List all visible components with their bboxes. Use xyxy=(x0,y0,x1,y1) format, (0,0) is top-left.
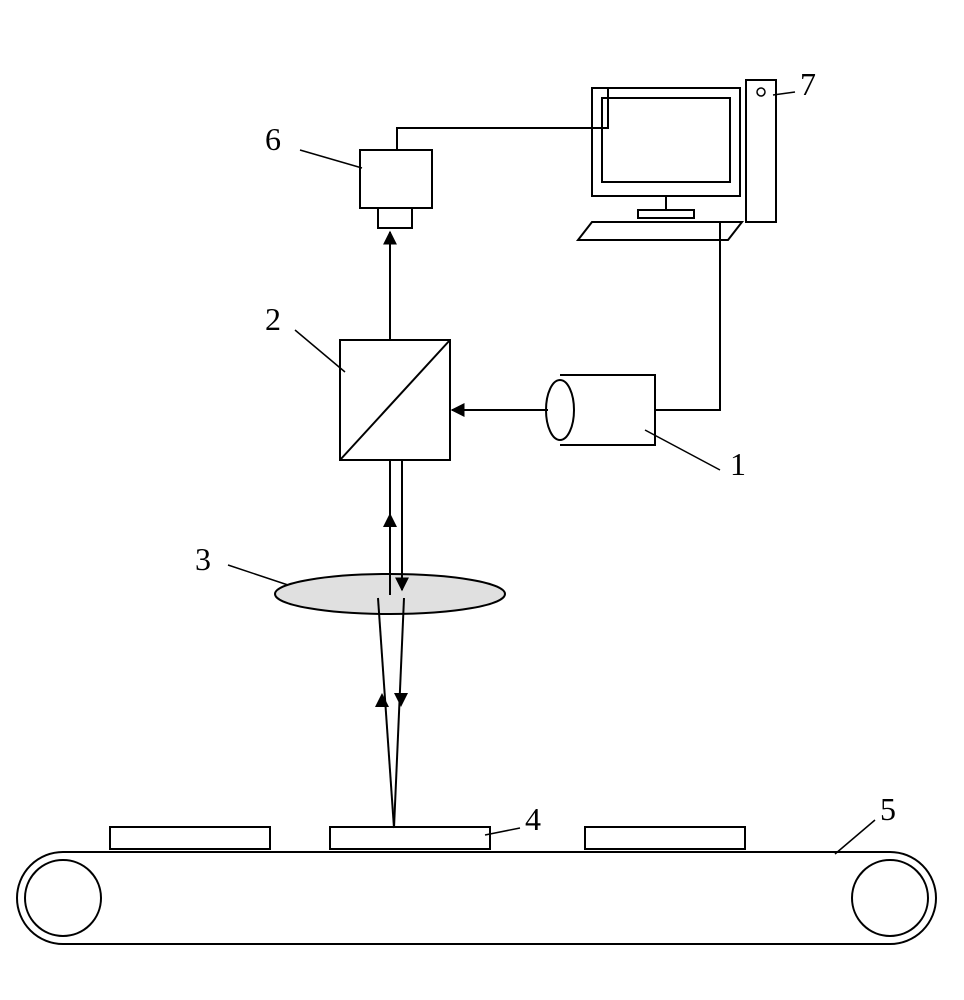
label-2: 2 xyxy=(265,301,281,337)
label-6: 6 xyxy=(265,121,281,157)
label-1: 1 xyxy=(730,446,746,482)
label-4: 4 xyxy=(525,801,541,837)
conveyor xyxy=(17,827,936,944)
label-7: 7 xyxy=(800,66,816,102)
label-5: 5 xyxy=(880,791,896,827)
wire xyxy=(655,222,720,410)
label-3: 3 xyxy=(195,541,211,577)
wire xyxy=(397,88,608,150)
